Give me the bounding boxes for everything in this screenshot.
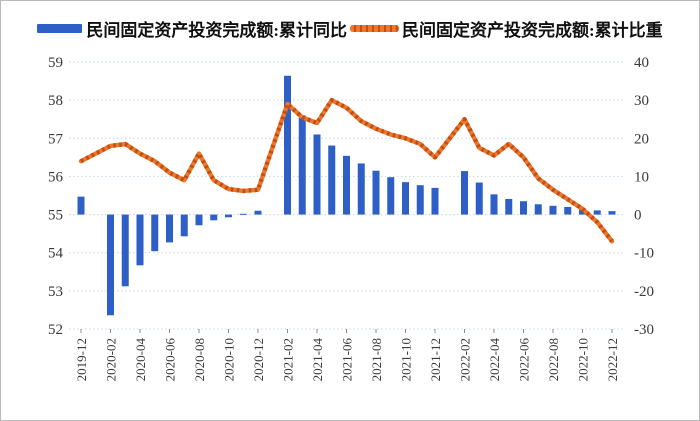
x-axis-tick-label: 2021-12 — [428, 338, 443, 381]
bar-2021-07 — [357, 163, 365, 215]
bar-2020-07 — [180, 214, 188, 237]
left-axis-tick-label: 59 — [48, 55, 63, 71]
left-axis-tick-label: 58 — [48, 93, 63, 109]
x-axis-tick-label: 2020-12 — [251, 338, 266, 381]
bar-2020-10 — [225, 214, 232, 218]
bar-2021-03 — [298, 115, 306, 215]
x-axis-tick-label: 2021-06 — [340, 338, 355, 382]
bar-2022-06 — [520, 201, 527, 215]
x-axis-tick-label: 2022-12 — [605, 338, 620, 381]
bar-2019-12 — [77, 196, 85, 215]
bar-2022-03 — [475, 182, 483, 215]
bar-2021-11 — [416, 185, 424, 215]
left-axis-tick-label: 54 — [48, 246, 64, 262]
share-line-dash-texture — [79, 97, 614, 243]
x-axis-tick-label: 2022-08 — [546, 338, 561, 381]
x-axis-tick-label: 2022-10 — [576, 338, 591, 381]
bar-2020-09 — [210, 214, 218, 221]
bar-2022-11 — [593, 210, 601, 215]
bar-2022-12 — [608, 211, 616, 215]
left-axis-tick-label: 57 — [48, 131, 64, 147]
x-axis-tick-label: 2020-08 — [192, 338, 207, 381]
bar-2020-08 — [195, 214, 203, 226]
legend-item-share: 民间固定资产投资完成额:累计比重 — [347, 16, 663, 41]
left-axis-tick-label: 55 — [48, 208, 63, 224]
x-axis-tick-label: 2021-02 — [281, 338, 296, 381]
x-axis-tick-label: 2022-04 — [487, 338, 502, 382]
bar-2021-12 — [431, 187, 439, 215]
bar-2022-05 — [505, 198, 513, 215]
bar-2022-07 — [534, 204, 542, 215]
left-axis-tick-label: 52 — [48, 322, 63, 338]
bar-2020-06 — [166, 214, 173, 243]
bar-2021-10 — [402, 182, 409, 215]
x-axis-tick-label: 2022-06 — [517, 338, 532, 382]
left-axis-tick-label: 53 — [48, 284, 63, 300]
x-axis-tick-label: 2019-12 — [74, 338, 89, 381]
bar-2020-05 — [151, 214, 159, 252]
x-axis-tick-label: 2021-04 — [310, 338, 325, 382]
bar-2021-09 — [387, 177, 395, 215]
legend-dashed-line-swatch-icon — [350, 25, 399, 32]
x-axis-tick-label: 2022-02 — [458, 338, 473, 381]
x-axis-tick-label: 2021-10 — [399, 338, 414, 381]
bar-2022-02 — [461, 171, 468, 215]
x-axis-tick-label: 2020-10 — [222, 338, 237, 381]
bar-2021-08 — [372, 170, 380, 215]
x-axis-tick-label: 2021-08 — [369, 338, 384, 381]
legend-item-yoy: 民间固定资产投资完成额:累计同比 — [37, 16, 347, 41]
right-axis-tick-label: 10 — [634, 169, 649, 185]
left-axis-tick-label: 56 — [48, 169, 64, 185]
bar-2022-08 — [549, 205, 557, 215]
right-axis-tick-label: -20 — [634, 284, 654, 300]
bar-2020-02 — [107, 214, 114, 316]
right-axis-tick-label: -30 — [634, 322, 654, 338]
bar-2021-04 — [313, 134, 321, 215]
bar-2020-04 — [136, 214, 144, 266]
right-axis-tick-label: 0 — [634, 208, 642, 224]
bar-2020-12 — [254, 210, 262, 215]
bar-2022-04 — [490, 194, 498, 215]
right-axis-tick-label: -10 — [634, 246, 654, 262]
bar-2021-02 — [284, 75, 291, 215]
x-axis-tick-label: 2020-04 — [133, 338, 148, 382]
legend-bar-swatch-icon — [37, 24, 83, 33]
bar-2020-03 — [121, 214, 129, 287]
legend-label-yoy: 民间固定资产投资完成额:累计同比 — [86, 21, 347, 40]
bar-2022-09 — [564, 206, 572, 215]
bar-2021-06 — [343, 155, 350, 215]
right-axis-tick-label: 20 — [634, 131, 649, 147]
bar-2021-05 — [328, 145, 336, 215]
x-axis-tick-label: 2020-02 — [104, 338, 119, 381]
legend-label-share: 民间固定资产投资完成额:累计比重 — [402, 21, 663, 40]
x-axis-tick-label: 2020-06 — [163, 338, 178, 382]
right-axis-tick-label: 30 — [634, 93, 649, 109]
right-axis-tick-label: 40 — [634, 55, 649, 71]
bar-2020-11 — [239, 213, 247, 215]
legend: 民间固定资产投资完成额:累计同比 民间固定资产投资完成额:累计比重 — [1, 16, 699, 41]
